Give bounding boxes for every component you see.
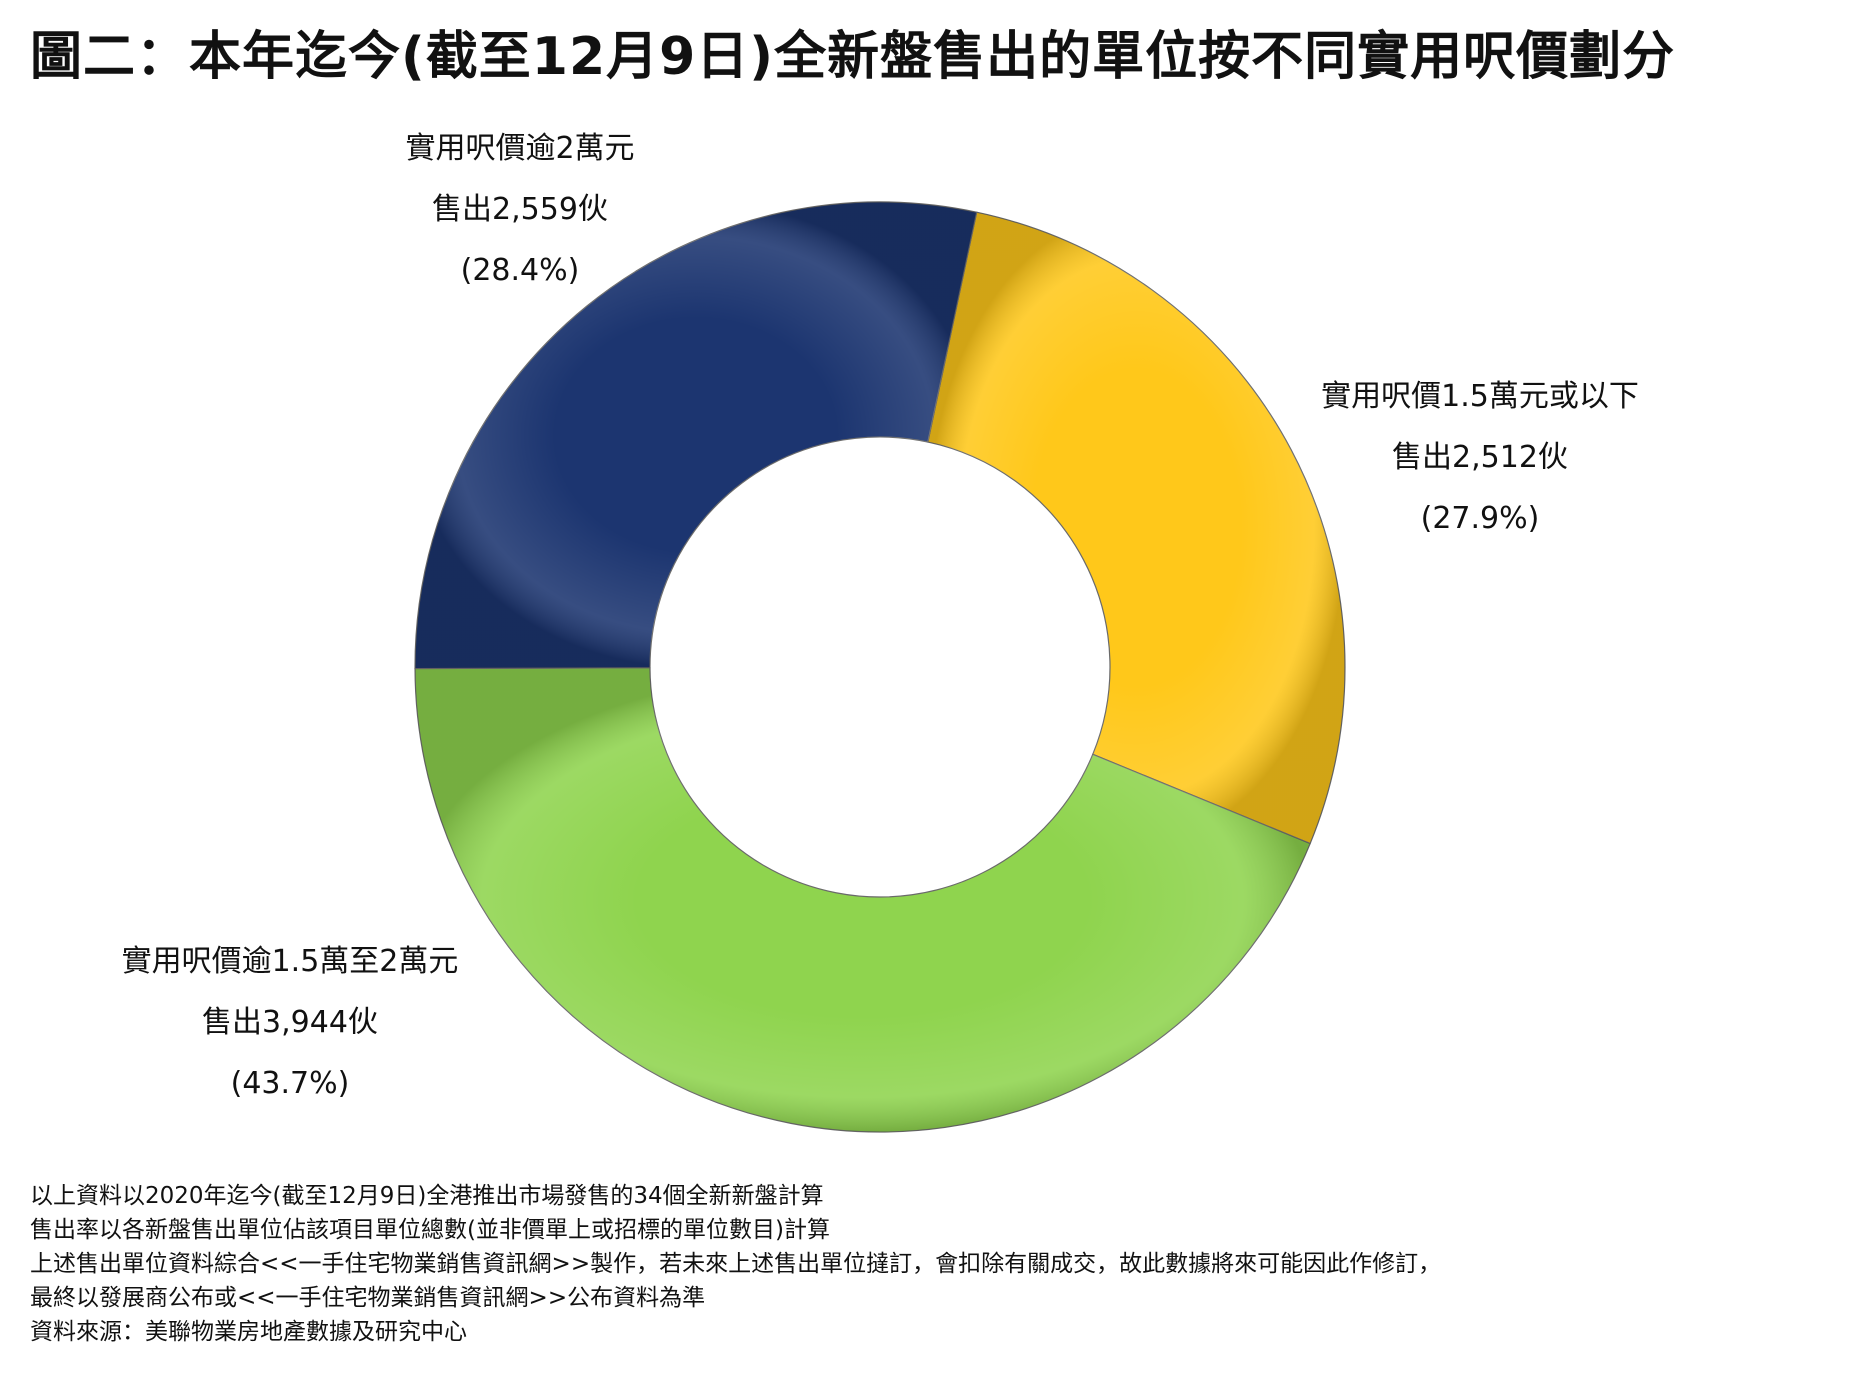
chart-title: 圖二：本年迄今(截至12月9日)全新盤售出的單位按不同實用呎價劃分	[30, 27, 1676, 87]
donut-slice-shading	[415, 667, 1311, 1133]
donut-slice-shading	[415, 201, 977, 669]
donut-chart	[414, 201, 1346, 1133]
label-percent: (43.7%)	[230, 1066, 350, 1101]
donut-slices	[414, 201, 1346, 1133]
footnote-line: 售出率以各新盤售出單位佔該項目單位總數(並非價單上或招標的單位數目)計算	[30, 1217, 830, 1243]
footnote-line: 上述售出單位資料綜合<<一手住宅物業銷售資訊網>>製作，若未來上述售出單位撻訂，…	[30, 1251, 1442, 1277]
slice-label-15k-or-below: 實用呎價1.5萬元或以下 售出2,512伙 (27.9%)	[1270, 366, 1690, 549]
footnote-line: 資料來源：美聯物業房地產數據及研究中心	[30, 1319, 467, 1345]
slice-label-above-20k: 實用呎價逾2萬元 售出2,559伙 (28.4%)	[330, 118, 710, 301]
label-category: 實用呎價1.5萬元或以下	[1321, 379, 1639, 414]
footnotes: 以上資料以2020年迄今(截至12月9日)全港推出市場發售的34個全新新盤計算 …	[30, 1179, 1441, 1349]
label-units: 售出3,944伙	[202, 1005, 378, 1040]
label-percent: (28.4%)	[460, 253, 580, 288]
label-category: 實用呎價逾2萬元	[405, 131, 635, 166]
footnote-line: 以上資料以2020年迄今(截至12月9日)全港推出市場發售的34個全新新盤計算	[30, 1183, 824, 1209]
footnote-line: 最終以發展商公布或<<一手住宅物業銷售資訊網>>公布資料為準	[30, 1285, 706, 1311]
label-units: 售出2,512伙	[1392, 440, 1568, 475]
slice-label-15k-to-20k: 實用呎價逾1.5萬至2萬元 售出3,944伙 (43.7%)	[80, 931, 500, 1114]
label-category: 實用呎價逾1.5萬至2萬元	[121, 944, 459, 979]
label-percent: (27.9%)	[1420, 501, 1540, 536]
label-units: 售出2,559伙	[432, 192, 608, 227]
donut-slice-shading	[927, 212, 1345, 844]
